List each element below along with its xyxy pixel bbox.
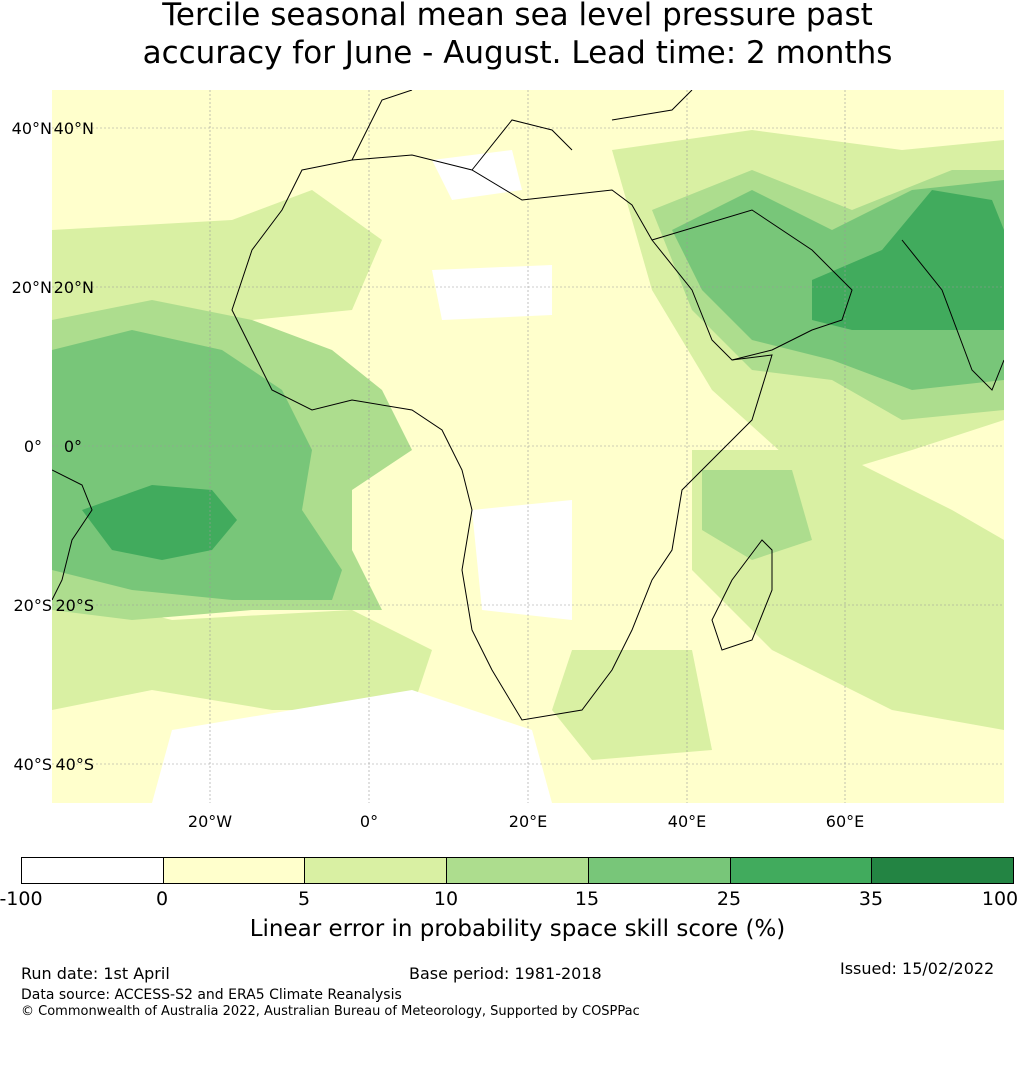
- colorbar-tick-4: 10: [433, 888, 459, 910]
- skill-band-deep-atlantic: [82, 485, 237, 560]
- lat-axis-0: 0°: [23, 437, 42, 456]
- skill-band-white-southern-ocean: [152, 690, 552, 803]
- copyright: © Commonwealth of Australia 2022, Austra…: [21, 1004, 640, 1019]
- colorbar-tick-7: 35: [858, 888, 884, 910]
- lat-label-40s: 40°S: [55, 755, 94, 774]
- lat-label-40n: 40°N: [53, 119, 94, 138]
- skill-band-white-north: [432, 150, 522, 200]
- skill-band-light-south: [552, 650, 712, 760]
- data-source: Data source: ACCESS-S2 and ERA5 Climate …: [21, 987, 402, 1003]
- map-svg: [52, 90, 1004, 803]
- skill-band-light-south-atlantic: [52, 590, 432, 710]
- chart-title: Tercile seasonal mean sea level pressure…: [0, 0, 1035, 72]
- colorbar-segment-1: [22, 858, 164, 883]
- skill-band-medium-indian: [702, 470, 812, 560]
- colorbar-segment-6: [730, 858, 873, 883]
- run-date: Run date: 1st April: [21, 964, 170, 983]
- title-line-2: accuracy for June - August. Lead time: 2…: [142, 35, 893, 71]
- india-coastline: [901, 239, 1004, 391]
- lat-axis-20s: 20°S: [13, 596, 52, 615]
- south-america-coastline: [52, 469, 93, 601]
- colorbar-segment-7: [872, 858, 1014, 883]
- colorbar-tick-8: 100: [981, 888, 1019, 910]
- skill-band-white-sahara: [432, 265, 552, 320]
- lon-label-0: 0°: [359, 812, 379, 831]
- colorbar: [21, 857, 1014, 884]
- base-period: Base period: 1981-2018: [409, 964, 602, 983]
- colorbar-segment-2: [163, 858, 306, 883]
- lat-axis-40n: 40°N: [11, 119, 52, 138]
- lon-label-20e: 20°E: [508, 812, 548, 831]
- madagascar-coastline: [711, 539, 773, 651]
- lat-axis-40s: 40°S: [13, 755, 52, 774]
- coastlines: [52, 90, 1004, 721]
- colorbar-segment-4: [447, 858, 589, 883]
- africa-coastline: [231, 154, 773, 721]
- colorbar-tick-1: -100: [0, 888, 43, 910]
- europe-coastline: [351, 90, 693, 171]
- colorbar-tick-3: 5: [297, 888, 311, 910]
- lat-label-20s: 20°S: [55, 596, 94, 615]
- skill-map: 40°N 20°N 0° 20°S 40°S: [52, 90, 1004, 803]
- colorbar-segment-3: [305, 858, 448, 883]
- gridlines: [52, 90, 1004, 803]
- lat-axis-20n: 20°N: [11, 278, 52, 297]
- skill-band-white-southwest-africa: [472, 500, 572, 620]
- title-line-1: Tercile seasonal mean sea level pressure…: [162, 0, 873, 33]
- lat-label-0: 0°: [63, 437, 82, 456]
- lon-label-40e: 40°E: [667, 812, 707, 831]
- colorbar-tick-2: 0: [155, 888, 169, 910]
- lon-label-60e: 60°E: [825, 812, 865, 831]
- skill-band-light-north: [52, 190, 382, 330]
- colorbar-label: Linear error in probability space skill …: [249, 916, 786, 942]
- skill-band-deep-india: [812, 190, 1004, 330]
- colorbar-tick-5: 15: [574, 888, 600, 910]
- arabia-coastline: [651, 209, 853, 361]
- colorbar-segment-5: [588, 858, 731, 883]
- lon-label-20w: 20°W: [187, 812, 233, 831]
- lat-label-20n: 20°N: [53, 278, 94, 297]
- issued-date: Issued: 15/02/2022: [840, 959, 995, 978]
- colorbar-tick-6: 25: [716, 888, 742, 910]
